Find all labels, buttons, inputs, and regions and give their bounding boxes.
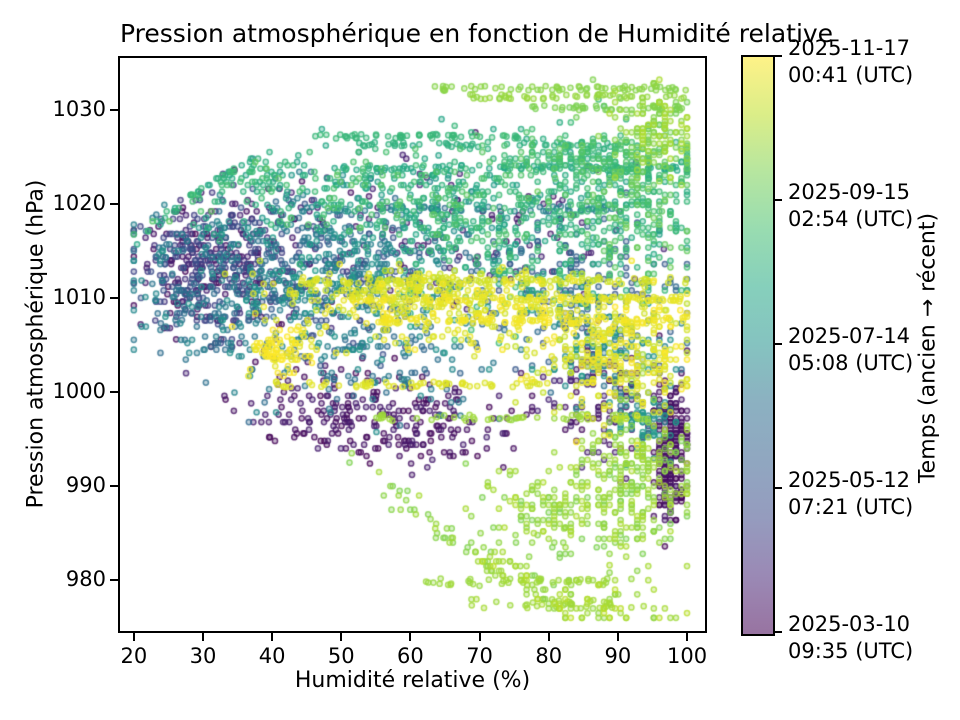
colorbar-tick-label: 2025-09-15 02:54 (UTC) <box>788 180 914 231</box>
x-tick-label: 40 <box>258 644 286 668</box>
colorbar-tick-label: 2025-07-14 05:08 (UTC) <box>788 324 914 375</box>
scatter-points-canvas <box>120 58 705 631</box>
x-tick-label: 80 <box>535 644 563 668</box>
x-tick-mark <box>132 633 135 641</box>
y-tick-label: 1010 <box>52 284 106 309</box>
colorbar-tick-mark <box>775 55 782 57</box>
x-tick-mark <box>616 633 619 641</box>
x-tick-mark <box>271 633 274 641</box>
y-tick-mark <box>110 579 118 582</box>
y-tick-label: 1030 <box>52 96 106 121</box>
y-tick-mark <box>110 296 118 299</box>
x-tick-label: 70 <box>466 644 493 668</box>
y-tick-label: 990 <box>65 473 106 498</box>
y-tick-label: 980 <box>65 567 106 592</box>
x-tick-label: 20 <box>120 644 148 668</box>
colorbar-label: Temps (ancien → récent) <box>915 212 941 484</box>
colorbar-tick-mark <box>775 487 782 489</box>
x-tick-mark <box>547 633 550 641</box>
y-tick-mark <box>110 485 118 488</box>
chart-title: Pression atmosphérique en fonction de Hu… <box>120 19 834 48</box>
colorbar-tick-label: 2025-05-12 07:21 (UTC) <box>788 468 914 519</box>
x-tick-label: 60 <box>397 644 424 668</box>
x-tick-mark <box>340 633 343 641</box>
colorbar <box>741 55 775 636</box>
x-tick-mark <box>201 633 204 641</box>
colorbar-tick-label: 2025-03-10 09:35 (UTC) <box>788 612 914 663</box>
x-tick-mark <box>478 633 481 641</box>
y-tick-label: 1020 <box>52 190 106 215</box>
x-tick-label: 100 <box>666 644 708 668</box>
x-tick-mark <box>409 633 412 641</box>
y-axis-label: Pression atmosphérique (hPa) <box>23 179 49 509</box>
x-tick-label: 90 <box>604 644 632 668</box>
y-tick-mark <box>110 391 118 393</box>
x-tick-label: 30 <box>189 644 217 668</box>
y-tick-label: 1000 <box>52 379 106 403</box>
y-tick-mark <box>110 108 118 111</box>
colorbar-tick-mark <box>775 343 782 345</box>
x-tick-mark <box>686 633 689 641</box>
x-tick-label: 50 <box>327 644 355 668</box>
colorbar-tick-mark <box>775 631 782 633</box>
y-tick-mark <box>110 202 118 205</box>
colorbar-tick-label: 2025-11-17 00:41 (UTC) <box>788 36 914 87</box>
x-axis-label: Humidité relative (%) <box>294 668 531 693</box>
colorbar-tick-mark <box>775 199 782 201</box>
